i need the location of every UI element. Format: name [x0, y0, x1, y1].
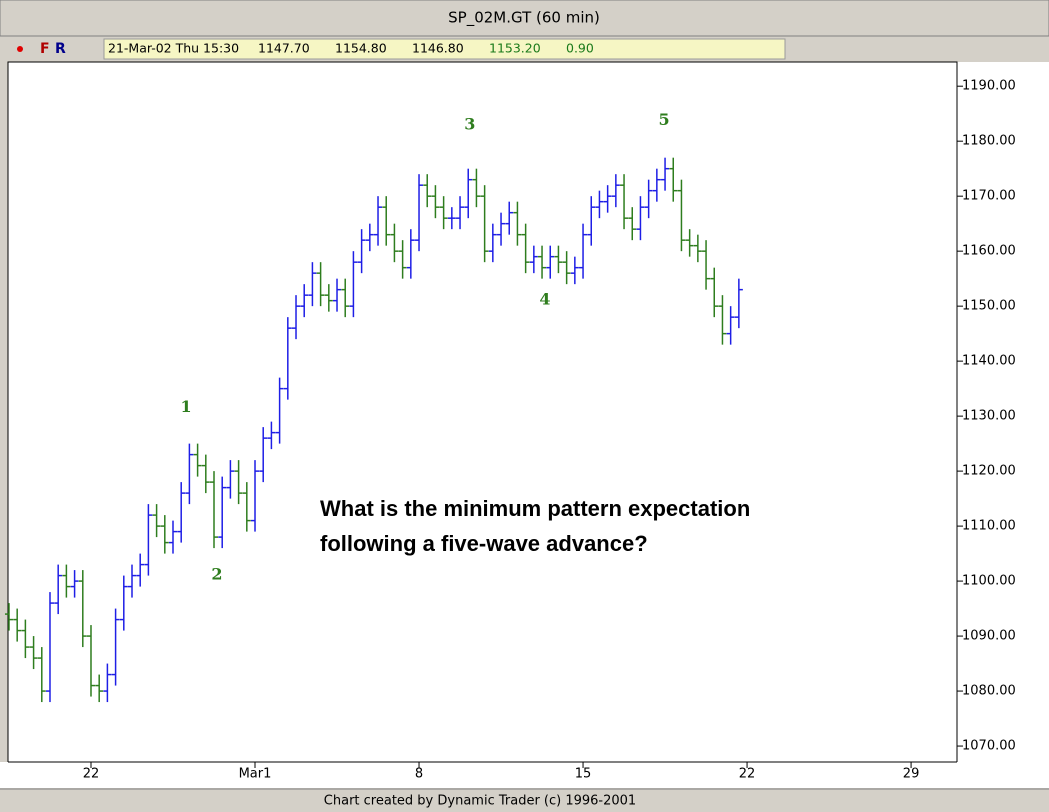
y-tick-label: 1130.00 — [962, 409, 1016, 424]
info-field: 1147.70 — [258, 41, 310, 56]
y-tick-label: 1090.00 — [962, 629, 1016, 644]
y-tick-label: 1190.00 — [962, 79, 1016, 94]
y-tick-label: 1070.00 — [962, 739, 1016, 754]
title-bar — [0, 0, 1049, 37]
y-tick-label: 1150.00 — [962, 299, 1016, 314]
x-tick-label: 15 — [575, 767, 592, 782]
y-tick-label: 1110.00 — [962, 519, 1016, 534]
info-change: 0.90 — [566, 41, 594, 56]
y-tick-label: 1170.00 — [962, 189, 1016, 204]
info-field: 1154.80 — [335, 41, 387, 56]
time-axis-strip — [0, 762, 1049, 788]
info-field: 21-Mar-02 Thu 15:30 — [108, 41, 239, 56]
y-tick-label: 1160.00 — [962, 244, 1016, 259]
y-tick-label: 1080.00 — [962, 684, 1016, 699]
x-tick-label: 22 — [739, 767, 756, 782]
quote-box — [103, 38, 786, 60]
wave-label: 5 — [658, 110, 669, 129]
y-tick-label: 1100.00 — [962, 574, 1016, 589]
plot-area — [7, 61, 958, 763]
y-tick-label: 1180.00 — [962, 134, 1016, 149]
x-tick-label: 29 — [903, 767, 920, 782]
info-flag: R — [55, 41, 66, 57]
wave-label: 2 — [211, 565, 222, 584]
info-field: 1146.80 — [412, 41, 464, 56]
chart-title: SP_02M.GT (60 min) — [448, 9, 600, 28]
x-tick-label: 8 — [415, 767, 423, 782]
price-axis-strip — [957, 62, 1049, 762]
y-tick-label: 1120.00 — [962, 464, 1016, 479]
status-dot — [17, 46, 23, 52]
y-tick-label: 1140.00 — [962, 354, 1016, 369]
info-flag: F — [40, 41, 50, 57]
x-tick-label: 22 — [83, 767, 100, 782]
footer: Chart created by Dynamic Trader (c) 1996… — [324, 794, 636, 809]
x-tick-label: Mar1 — [239, 767, 272, 782]
question-note: following a five-wave advance? — [320, 531, 648, 556]
question-note: What is the minimum pattern expectation — [320, 496, 750, 521]
wave-label: 1 — [181, 397, 192, 416]
wave-label: 4 — [539, 290, 550, 309]
info-change: 1153.20 — [489, 41, 541, 56]
wave-label: 3 — [464, 115, 475, 134]
